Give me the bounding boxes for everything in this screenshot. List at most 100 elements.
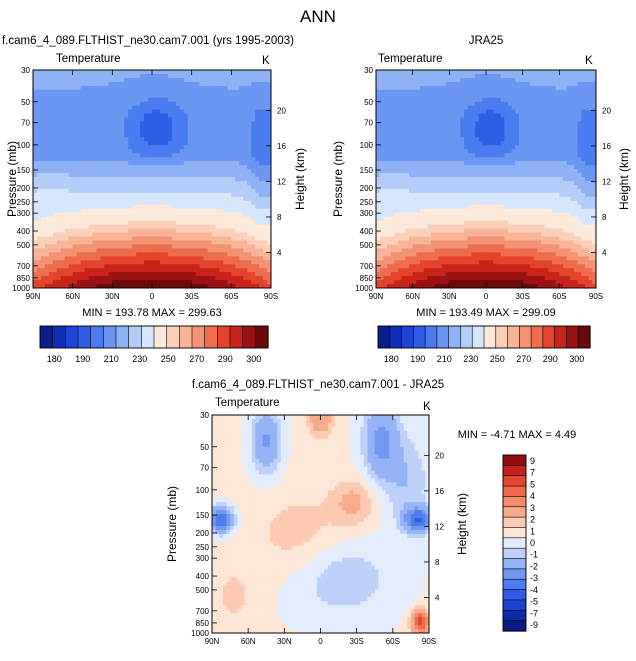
heat-cell <box>192 193 197 198</box>
heat-cell <box>93 244 98 249</box>
heat-cell <box>116 161 121 166</box>
heat-cell <box>140 153 145 158</box>
heat-cell <box>136 252 141 257</box>
heat-cell <box>116 82 121 87</box>
heat-cell <box>116 248 121 253</box>
heat-cell <box>49 221 54 226</box>
heat-cell <box>251 70 256 75</box>
heat-cell <box>387 106 391 111</box>
heat-cell <box>152 217 157 222</box>
heat-cell <box>61 177 66 182</box>
heat-cell <box>65 201 70 206</box>
heat-cell <box>93 260 98 265</box>
heat-cell <box>523 169 527 174</box>
heat-cell <box>468 86 472 91</box>
heat-cell <box>168 236 173 241</box>
heat-cell <box>69 240 74 245</box>
heat-cell <box>490 133 494 138</box>
heat-cell <box>108 149 113 154</box>
heat-cell <box>160 106 165 111</box>
heat-cell <box>243 236 248 241</box>
heat-cell <box>508 137 512 142</box>
heat-cell <box>402 78 406 83</box>
heat-cell <box>77 244 82 249</box>
heat-cell <box>65 185 70 190</box>
heat-cell <box>251 264 256 269</box>
heat-cell <box>255 141 260 146</box>
heat-cell <box>188 145 193 150</box>
heat-cell <box>215 118 220 123</box>
heat-cell <box>144 153 149 158</box>
heat-cell <box>247 74 252 79</box>
heat-cell <box>172 106 177 111</box>
heat-cell <box>243 141 248 146</box>
heat-cell <box>231 185 236 190</box>
heat-cell <box>259 217 264 222</box>
heat-cell <box>552 165 556 170</box>
heat-cell <box>132 213 137 218</box>
heat-cell <box>160 236 165 241</box>
heat-cell <box>164 193 169 198</box>
heat-cell <box>196 110 201 115</box>
heat-cell <box>578 133 582 138</box>
colorbar-swatch <box>179 326 192 348</box>
heat-cell <box>160 90 165 95</box>
heat-cell <box>144 225 149 230</box>
heat-cell <box>394 161 398 166</box>
heat-cell <box>100 185 105 190</box>
heat-cell <box>140 233 145 238</box>
heat-cell <box>219 102 224 107</box>
heat-cell <box>192 280 197 285</box>
heat-cell <box>559 157 563 162</box>
heat-cell <box>442 169 446 174</box>
heat-cell <box>235 78 240 83</box>
heat-cell <box>479 173 483 178</box>
heat-cell <box>164 173 169 178</box>
heat-cell <box>479 153 483 158</box>
heat-cell <box>247 157 252 162</box>
heat-cell <box>132 201 137 206</box>
heat-cell <box>81 181 86 186</box>
heat-cell <box>61 165 66 170</box>
heat-cell <box>132 78 137 83</box>
heat-cell <box>497 173 501 178</box>
heat-cell <box>398 149 402 154</box>
heat-cell <box>172 233 177 238</box>
heat-cell <box>215 114 220 119</box>
heat-cell <box>530 165 534 170</box>
heat-cell <box>223 118 228 123</box>
heat-cell <box>61 173 66 178</box>
heat-cell <box>215 201 220 206</box>
heat-cell <box>453 137 457 142</box>
heat-cell <box>231 252 236 257</box>
heat-cell <box>541 86 545 91</box>
heat-cell <box>168 161 173 166</box>
heat-cell <box>37 118 42 123</box>
heat-cell <box>37 248 42 253</box>
heat-cell <box>132 193 137 198</box>
heat-cell <box>574 118 578 123</box>
heat-cell <box>541 129 545 134</box>
heat-cell <box>172 189 177 194</box>
heat-cell <box>442 173 446 178</box>
heat-cell <box>69 236 74 241</box>
heat-cell <box>585 165 589 170</box>
heat-cell <box>552 74 556 79</box>
heat-cell <box>223 248 228 253</box>
heat-cell <box>184 173 189 178</box>
heat-cell <box>156 74 161 79</box>
heat-cell <box>116 185 121 190</box>
heat-cell <box>420 133 424 138</box>
heat-cell <box>235 173 240 178</box>
heat-cell <box>41 118 46 123</box>
heat-cell <box>545 78 549 83</box>
heat-cell <box>526 110 530 115</box>
heat-cell <box>108 161 113 166</box>
heat-cell <box>37 240 42 245</box>
heat-cell <box>136 260 141 265</box>
heat-cell <box>413 133 417 138</box>
heat-cell <box>204 165 209 170</box>
heat-cell <box>168 90 173 95</box>
heat-cell <box>427 141 431 146</box>
heat-cell <box>73 106 78 111</box>
